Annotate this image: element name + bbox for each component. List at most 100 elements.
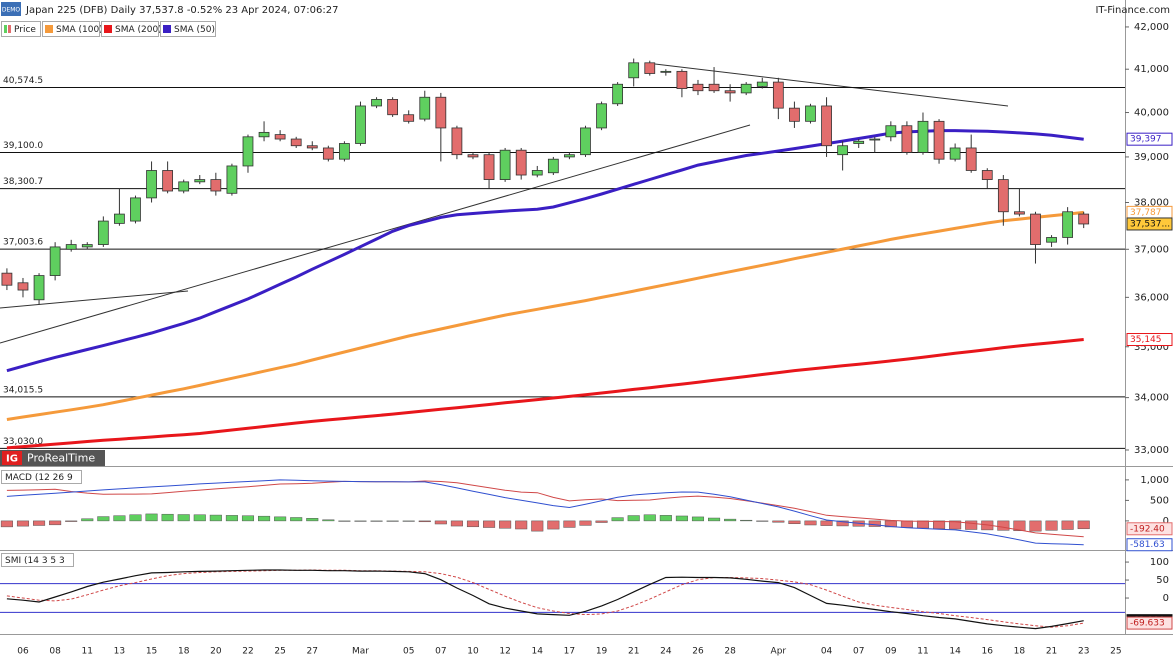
histogram-bar <box>97 516 110 522</box>
x-tick-label: 18 <box>178 647 190 657</box>
trend-line <box>0 124 751 344</box>
y-tick-label: 41,000 <box>1134 64 1169 75</box>
x-tick-label: 26 <box>692 647 704 657</box>
legend-icon <box>8 25 11 33</box>
candle-body <box>805 105 816 122</box>
legend: Price SMA (100) SMA (200) SMA (50) <box>1 21 216 37</box>
candle-body <box>242 136 254 167</box>
candle-body <box>33 275 45 301</box>
candle-body <box>644 62 656 74</box>
candle-body <box>194 179 206 183</box>
histogram-bar <box>515 520 528 530</box>
candle-body <box>226 165 238 194</box>
candle-body <box>1 272 13 286</box>
candle-body <box>772 81 784 109</box>
histogram-bar <box>434 520 447 525</box>
level-label: 37,003.6 <box>3 238 43 248</box>
candle-body <box>97 220 109 245</box>
last-value-label: -192.40 <box>1130 524 1165 534</box>
last-price-label-box <box>1126 217 1173 231</box>
histogram-bar <box>1061 520 1074 530</box>
histogram-bar <box>788 520 801 525</box>
candle-body <box>451 127 463 156</box>
candle-body <box>885 125 897 138</box>
candle-body <box>1062 211 1074 238</box>
x-tick-label: 18 <box>1014 647 1026 657</box>
candle-body <box>756 81 768 87</box>
last-value-label: -69.633 <box>1130 619 1165 629</box>
candle-body <box>1078 213 1090 225</box>
histogram-bar <box>949 520 962 530</box>
x-tick-label: 06 <box>17 647 29 657</box>
legend-icon <box>4 25 7 33</box>
candle-body <box>467 154 479 158</box>
candle-body <box>564 154 575 158</box>
histogram-bar <box>916 520 930 529</box>
last-value-label: 35,145 <box>1130 335 1162 345</box>
candle-body <box>869 138 881 141</box>
candle-body <box>130 197 141 222</box>
last-price-label: 37,537... <box>1130 219 1170 229</box>
histogram-bar <box>997 520 1010 531</box>
histogram-bar <box>193 514 206 522</box>
x-tick-label: Apr <box>771 647 787 657</box>
histogram-bar <box>691 516 705 522</box>
x-tick-label: 05 <box>403 647 414 657</box>
candle-body <box>547 158 559 174</box>
candle-body <box>1030 213 1041 245</box>
candle-body <box>355 105 366 144</box>
histogram-bar <box>579 520 592 526</box>
candle-body <box>258 131 270 138</box>
x-tick-label: 20 <box>210 647 222 657</box>
x-tick-label: 08 <box>49 647 61 657</box>
candle-body <box>483 154 495 180</box>
x-tick-label: 21 <box>628 647 639 657</box>
x-tick-label: 14 <box>949 647 961 657</box>
x-tick-label: 10 <box>467 647 479 657</box>
candle-body <box>596 103 607 129</box>
candle-body <box>387 99 399 116</box>
candle-body <box>917 120 929 153</box>
candle-body <box>821 105 832 147</box>
panel-title-box <box>1 470 82 484</box>
candle-body <box>901 125 913 153</box>
x-tick-label: 19 <box>596 647 608 657</box>
candle-body <box>403 114 415 122</box>
trend-line <box>0 290 189 309</box>
histogram-bar <box>933 520 946 529</box>
x-tick-label: 23 <box>1078 647 1089 657</box>
histogram-bar <box>547 520 560 530</box>
level-label: 39,100.0 <box>3 141 43 151</box>
histogram-bar <box>595 520 608 523</box>
legend-item <box>101 21 159 37</box>
chart-title: Japan 225 (DFB) Daily 37,537.8 -0.52% 23… <box>25 5 338 16</box>
candle-body <box>660 70 672 73</box>
x-tick-label: 07 <box>435 647 446 657</box>
y-tick-label: 0 <box>1163 516 1169 527</box>
histogram-bar <box>161 513 174 522</box>
legend-item <box>42 21 100 37</box>
x-tick-label: 25 <box>1110 647 1121 657</box>
histogram-bar <box>386 520 399 522</box>
y-tick-label: 33,000 <box>1134 445 1169 456</box>
y-tick-label: 36,000 <box>1134 292 1169 303</box>
y-tick-label: 50 <box>1156 575 1169 586</box>
sma-line <box>6 338 1084 450</box>
candle-body <box>419 96 431 120</box>
x-tick-label: Mar <box>352 647 369 657</box>
histogram-bar <box>483 520 496 528</box>
histogram-bar <box>900 520 913 528</box>
histogram-bar <box>49 520 62 526</box>
panel-title: SMI (14 3 5 3 <box>5 556 65 566</box>
last-value-label-box <box>1126 132 1173 146</box>
candle-body <box>612 83 624 105</box>
histogram-bar <box>659 515 672 522</box>
candle-body <box>65 244 77 250</box>
histogram-bar <box>1029 520 1042 532</box>
histogram-bar <box>611 517 624 522</box>
legend-swatch <box>163 25 171 33</box>
candle-body <box>692 83 704 92</box>
histogram-bar <box>225 515 238 522</box>
histogram-bar <box>450 520 463 527</box>
